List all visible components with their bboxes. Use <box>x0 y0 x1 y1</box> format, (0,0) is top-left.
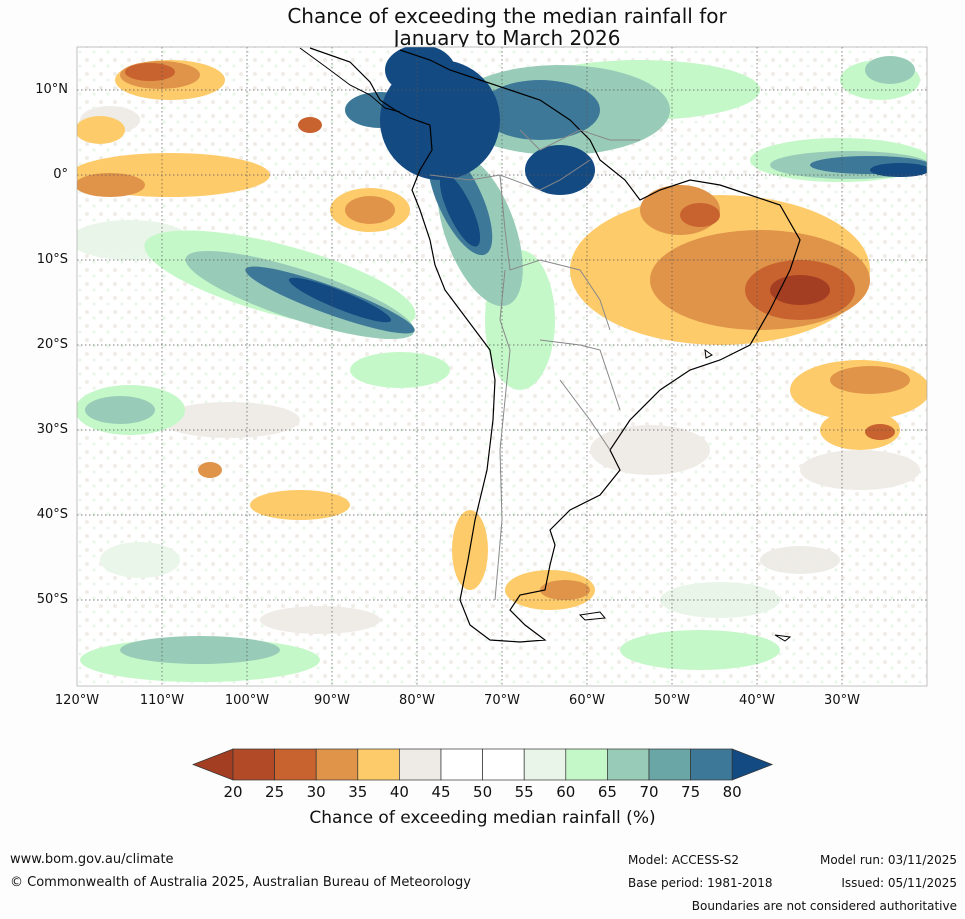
lat-label-10s: 10°S <box>36 252 68 267</box>
colorbar-tick-75: 75 <box>681 783 701 801</box>
lat-label-40s: 40°S <box>36 507 68 522</box>
lon-label-40w: 40°W <box>739 693 775 708</box>
colorbar-bin-45-50 <box>440 748 483 781</box>
colorbar-bin-75-80 <box>690 748 733 781</box>
footer-base-period: Base period: 1981-2018 <box>628 876 773 890</box>
map-title-line1: Chance of exceeding the median rainfall … <box>287 4 727 28</box>
colorbar-bin-55-60 <box>523 748 567 781</box>
lon-label-30w: 30°W <box>824 693 860 708</box>
islands <box>578 348 792 642</box>
map-title: Chance of exceeding the median rainfall … <box>0 5 965 49</box>
footer-disclaimer: Boundaries are not considered authoritat… <box>691 899 957 913</box>
colorbar-title: Chance of exceeding median rainfall (%) <box>309 808 656 828</box>
map-frame <box>76 46 928 687</box>
colorbar-bin-70-75 <box>648 748 691 781</box>
footer-issued: Issued: 05/11/2025 <box>841 876 957 890</box>
colorbar-tick-55: 55 <box>514 783 534 801</box>
colorbar-bin-40-45 <box>399 748 442 781</box>
footer-model: Model: ACCESS-S2 <box>628 853 740 867</box>
colorbar-tick-40: 40 <box>389 783 409 801</box>
lat-label-10n: 10°N <box>35 82 68 97</box>
colorbar-bin-20-25 <box>232 748 275 781</box>
footer-website[interactable]: www.bom.gov.au/climate <box>10 852 174 867</box>
colorbar-tick-25: 25 <box>265 783 285 801</box>
lat-label-50s: 50°S <box>36 592 68 607</box>
footer-model-run: Model run: 03/11/2025 <box>819 853 957 867</box>
colorbar-bin-35-40 <box>357 748 400 781</box>
country-borders <box>429 129 640 601</box>
footer-copyright: © Commonwealth of Australia 2025, Austra… <box>10 875 471 890</box>
central-america-coastline <box>299 47 401 113</box>
lon-label-110w: 110°W <box>139 693 185 708</box>
colorbar-tick-30: 30 <box>306 783 326 801</box>
lat-label-30s: 30°S <box>36 422 68 437</box>
colorbar <box>192 748 774 781</box>
lat-label-20s: 20°S <box>36 337 68 352</box>
colorbar-extend-high <box>731 748 774 781</box>
colorbar-tick-65: 65 <box>597 783 617 801</box>
lon-label-90w: 90°W <box>314 693 350 708</box>
lon-label-50w: 50°W <box>654 693 690 708</box>
map-field <box>77 47 927 686</box>
colorbar-tick-35: 35 <box>348 783 368 801</box>
map-title-line2: January to March 2026 <box>393 26 621 50</box>
colorbar-bin-30-35 <box>315 748 359 781</box>
lon-label-120w: 120°W <box>54 693 100 708</box>
dry-very-strong-regions <box>770 275 830 305</box>
colorbar-bin-60-65 <box>565 748 608 781</box>
south-america-coastline <box>309 47 801 643</box>
colorbar-extend-low <box>192 748 234 781</box>
colorbar-tick-50: 50 <box>473 783 493 801</box>
lon-label-80w: 80°W <box>399 693 435 708</box>
colorbar-bin-50-55 <box>482 748 525 781</box>
lon-label-70w: 70°W <box>484 693 520 708</box>
lon-label-100w: 100°W <box>224 693 270 708</box>
colorbar-bin-25-30 <box>274 748 317 781</box>
colorbar-tick-60: 60 <box>556 783 576 801</box>
lon-label-60w: 60°W <box>569 693 605 708</box>
colorbar-tick-20: 20 <box>223 783 243 801</box>
colorbar-tick-80: 80 <box>722 783 742 801</box>
colorbar-tick-70: 70 <box>639 783 659 801</box>
colorbar-tick-45: 45 <box>431 783 451 801</box>
lat-label-0: 0° <box>53 167 68 182</box>
colorbar-bin-65-70 <box>607 748 650 781</box>
